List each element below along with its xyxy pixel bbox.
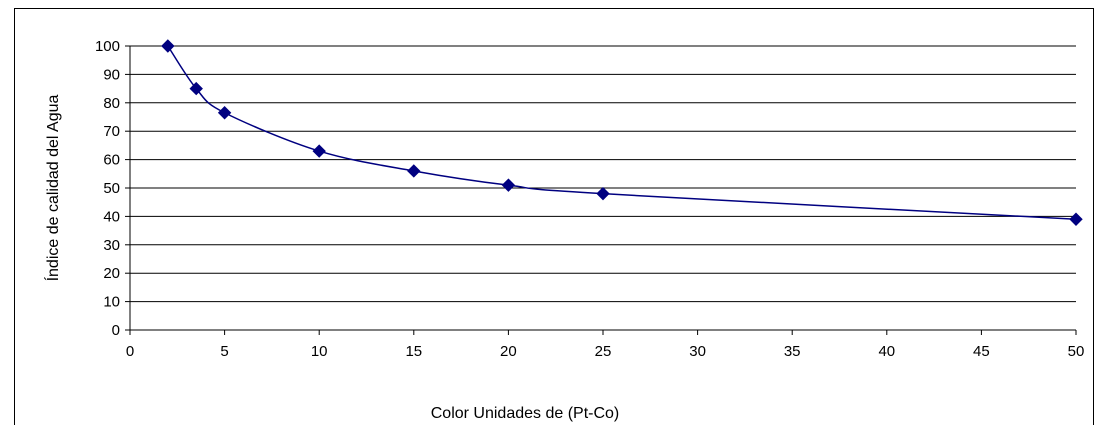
data-point-marker: [1069, 212, 1083, 226]
axis-layer: [125, 45, 1077, 335]
y-tick-label: 30: [103, 237, 120, 254]
y-tick-label: 10: [103, 294, 120, 311]
data-point-marker: [312, 144, 326, 158]
data-point-marker: [217, 106, 232, 120]
x-tick-label: 20: [500, 343, 517, 360]
y-tick-label: 90: [103, 66, 120, 83]
grid-layer: [130, 45, 1076, 303]
x-tick-label: 30: [689, 343, 706, 360]
x-tick-label: 25: [595, 343, 612, 360]
y-axis-title: Índice de calidad del Agua: [43, 94, 62, 281]
y-tick-label: 50: [103, 180, 120, 197]
data-point-marker: [407, 164, 421, 178]
y-tick-label: 100: [95, 38, 120, 55]
x-tick-label: 40: [878, 343, 895, 360]
x-tick-label: 5: [220, 343, 228, 360]
x-tick-label: 10: [311, 343, 328, 360]
y-tick-label: 60: [103, 152, 120, 169]
data-point-marker: [501, 178, 516, 192]
series-layer: [161, 39, 1083, 226]
x-tick-label: 15: [405, 343, 422, 360]
series-line: [167, 45, 1077, 220]
x-tick-label: 35: [784, 343, 801, 360]
x-axis-title: Color Unidades de (Pt-Co): [431, 405, 620, 422]
data-point-marker: [189, 81, 203, 96]
label-layer: 0 10 20 30 40 50 60 70 80 90 100 0 5 10 15 20 25 30 35 40 45…: [95, 38, 1084, 360]
x-tick-label: 50: [1068, 343, 1085, 360]
data-point-marker: [161, 39, 175, 53]
y-tick-label: 20: [103, 265, 120, 282]
y-tick-label: 40: [103, 208, 120, 225]
x-tick-label: 45: [973, 343, 990, 360]
data-point-marker: [596, 186, 610, 201]
x-tick-label: 0: [126, 343, 134, 360]
y-tick-label: 80: [103, 95, 120, 112]
y-tick-label: 0: [112, 322, 120, 339]
y-tick-label: 70: [103, 123, 120, 140]
